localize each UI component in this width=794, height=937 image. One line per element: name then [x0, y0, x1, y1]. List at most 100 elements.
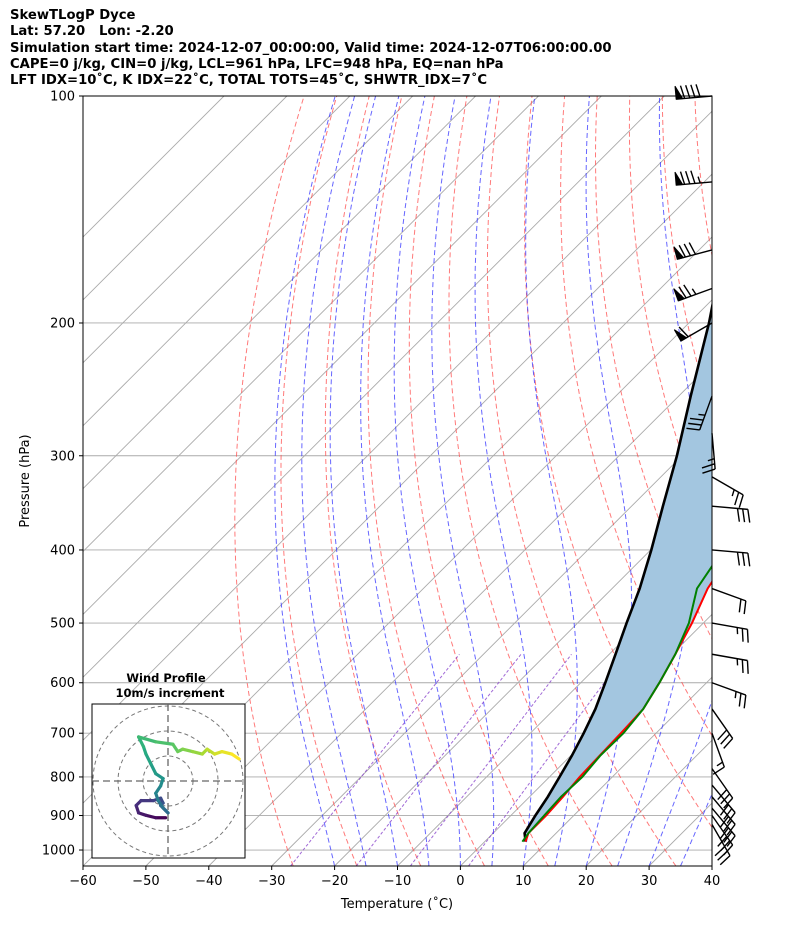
- wind-barb: [674, 170, 713, 186]
- barb-full-flag: [723, 819, 733, 832]
- barb-full-flag: [720, 733, 731, 745]
- hodograph-inset: [91, 703, 246, 859]
- barb-full-flag: [684, 85, 691, 99]
- isotherm-line: [711, 865, 712, 866]
- y-tick-label: 600: [50, 676, 75, 691]
- barb-shaft: [711, 784, 736, 814]
- barb-full-flag: [741, 628, 744, 642]
- isotherm-line: [775, 96, 794, 866]
- barb-half-flag: [691, 288, 697, 295]
- x-tick-label: 0: [456, 874, 464, 889]
- barb-full-flag: [723, 737, 734, 749]
- inset-subtitle: 10m/s increment: [116, 686, 225, 700]
- wind-barb: [673, 322, 713, 342]
- barb-full-flag: [690, 170, 696, 184]
- barb-full-flag: [743, 694, 747, 709]
- barb-full-flag: [684, 170, 691, 185]
- isotherm-line: [83, 96, 476, 490]
- barb-full-flag: [736, 552, 741, 566]
- barb-full-flag: [743, 600, 747, 615]
- barb-half-flag: [707, 458, 715, 462]
- barb-full-flag: [714, 846, 726, 857]
- isotherm-line: [522, 676, 712, 866]
- wind-barb: [701, 433, 716, 474]
- barb-full-flag: [683, 284, 692, 297]
- barb-shaft: [711, 653, 748, 662]
- barb-half-flag: [716, 761, 723, 767]
- mixing-ratio-line: [355, 653, 522, 866]
- y-tick-label: 700: [50, 727, 75, 742]
- wind-barb: [686, 395, 713, 431]
- x-tick-label: −30: [258, 874, 285, 889]
- wind-barb: [711, 505, 751, 523]
- barb-shaft: [711, 807, 736, 837]
- barb-half-flag: [734, 691, 737, 699]
- tick-labels: −60 −50 −40 −30 −20 −10 0 10 20 30 40 100 200 300 400 5…: [42, 90, 720, 890]
- y-tick-label: 500: [50, 617, 75, 632]
- hodograph-segment: [149, 762, 158, 776]
- wind-barb: [673, 284, 713, 302]
- moist-adiabat: [431, 96, 495, 866]
- isotherm-line: [83, 96, 665, 678]
- y-tick-label: 1000: [42, 844, 75, 859]
- dry-adiabat: [234, 96, 305, 866]
- barb-shaft: [699, 395, 713, 431]
- barb-shaft: [711, 682, 747, 696]
- barb-shaft: [711, 505, 748, 511]
- isotherm-line: [397, 550, 712, 866]
- dry-adiabat: [628, 96, 712, 535]
- y-tick-label: 100: [50, 90, 75, 105]
- y-tick-label: 900: [50, 809, 75, 824]
- barb-full-flag: [746, 629, 749, 643]
- hodograph-segment: [154, 740, 175, 746]
- hodograph-segment: [181, 747, 195, 754]
- barb-shaft: [711, 622, 748, 630]
- barb-shaft: [711, 587, 747, 602]
- wind-barbs: [673, 84, 751, 866]
- wind-barb: [711, 587, 747, 615]
- dry-adiabat: [367, 96, 485, 866]
- barb-full-flag: [741, 552, 746, 566]
- isotherm-line: [83, 96, 351, 364]
- x-tick-label: 10: [515, 874, 532, 889]
- hodograph-segment: [220, 749, 234, 756]
- dry-adiabat: [408, 96, 549, 866]
- barb-full-flag: [723, 808, 733, 820]
- barb-half-flag: [698, 413, 706, 416]
- chart-title: SkewTLogP Dyce: [10, 8, 136, 23]
- barb-full-flag: [678, 244, 687, 258]
- barb-full-flag: [686, 427, 700, 431]
- wind-barb: [711, 824, 731, 866]
- hodograph-segment: [190, 749, 204, 756]
- barb-full-flag: [726, 835, 736, 847]
- isotherm-line: [271, 425, 712, 866]
- barb-full-flag: [736, 508, 741, 522]
- barb-full-flag: [717, 850, 728, 861]
- barb-full-flag: [679, 171, 686, 185]
- wind-barb: [711, 784, 736, 824]
- dry-adiabat: [280, 96, 358, 866]
- isotherm-line: [83, 110, 712, 741]
- x-tick-label: −20: [321, 874, 348, 889]
- y-tick-label: 300: [50, 449, 75, 464]
- dry-adiabat: [759, 79, 794, 866]
- isotherm-line: [334, 487, 712, 866]
- y-tick-label: 200: [50, 316, 75, 331]
- x-tick-label: 20: [578, 874, 595, 889]
- barb-full-flag: [726, 823, 736, 836]
- wind-barb: [711, 708, 734, 749]
- moist-adiabat: [474, 96, 533, 866]
- barb-shaft: [711, 796, 736, 825]
- isotherm-line: [460, 613, 712, 866]
- barb-full-flag: [689, 417, 704, 421]
- barb-shaft: [711, 824, 731, 857]
- wind-barb: [673, 242, 713, 260]
- parcel-profile-line: [523, 300, 712, 842]
- barb-full-flag: [720, 793, 731, 805]
- barb-full-flag: [738, 494, 744, 508]
- moist-adiabat: [360, 96, 430, 866]
- y-axis-label: Pressure (hPa): [18, 434, 33, 527]
- barb-full-flag: [719, 804, 730, 816]
- moist-adiabat: [680, 792, 712, 866]
